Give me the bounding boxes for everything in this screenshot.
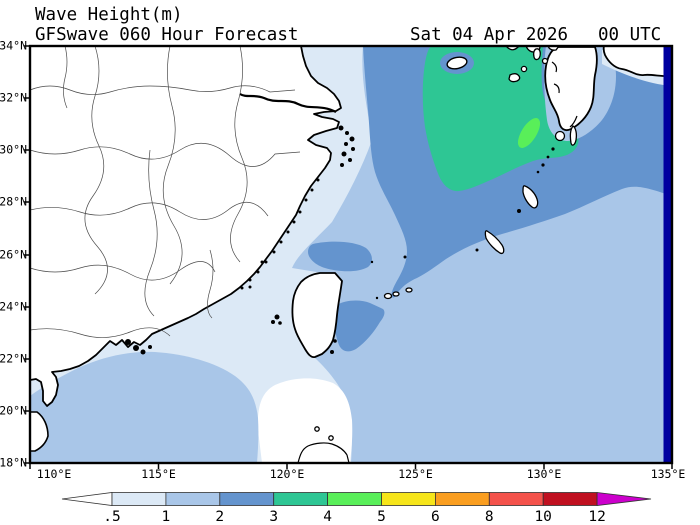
ryukyu-islands [314, 48, 578, 441]
lon-label: 135°E [651, 467, 686, 481]
valid-date-label: Sat 04 Apr 2026 [410, 25, 568, 45]
colorbar-underflow-arrow [61, 492, 113, 506]
valid-time-label: 00 UTC [598, 25, 661, 45]
right-edge-strip [663, 47, 671, 462]
colorbar: .5 1 2 3 4 5 6 8 10 12 [61, 492, 652, 525]
colorbar-overflow-arrow [596, 492, 652, 506]
page-title: Wave Height(m) [35, 5, 183, 25]
landmasses [29, 45, 673, 464]
goto-islands [508, 73, 521, 83]
kyushu-island [544, 46, 598, 132]
kyushu-bay-lines [551, 61, 578, 128]
china-coastline [29, 45, 342, 407]
colorbar-label: 6 [431, 509, 440, 525]
colorbar-segment [219, 492, 275, 506]
colorbar-label: 2 [215, 509, 224, 525]
sea-region-lt0p5m-luzon-strait [257, 378, 353, 463]
jeju-island [446, 56, 468, 70]
lon-label: 130°E [527, 467, 562, 481]
lon-label: 110°E [37, 467, 72, 481]
sea-region-4-5m-core [517, 118, 541, 148]
tsushima-island [532, 48, 541, 61]
coastal-island-dots [125, 125, 555, 355]
lat-tick-labels: 34°N 32°N 30°N 28°N 26°N 24°N 22°N 20°N … [0, 39, 27, 470]
province-borders [29, 45, 301, 338]
honshu-shikoku-land [602, 45, 673, 78]
sea-region-1-2m-south-china-sea [30, 351, 259, 463]
lon-label: 120°E [270, 467, 305, 481]
china-landmass [30, 46, 341, 406]
okinawa-island [484, 230, 505, 255]
colorbar-segment [327, 492, 382, 506]
miyako-island [405, 287, 413, 293]
lon-label: 125°E [398, 467, 433, 481]
colorbar-label: 5 [377, 509, 386, 525]
colorbar-segment [381, 492, 436, 506]
ishigaki-island [392, 291, 400, 297]
hirado-island [520, 65, 528, 73]
colorbar-label: .5 [103, 509, 120, 525]
colorbar-segment [542, 492, 598, 506]
batan-island-1 [314, 426, 320, 432]
colorbar-label: 1 [162, 509, 171, 525]
colorbar-label: 4 [323, 509, 332, 525]
yakushima-island [554, 130, 566, 142]
header: Wave Height(m) GFSwave 060 Hour Forecast… [35, 5, 661, 45]
lat-label: 28°N [0, 195, 27, 209]
iki-island [541, 57, 549, 65]
lat-label: 26°N [0, 248, 27, 262]
yangtze-river [239, 93, 337, 113]
batan-island-2 [328, 435, 334, 441]
sea-region-3-4m-east-china-sea [422, 46, 579, 192]
colorbar-label: 8 [485, 509, 494, 525]
luzon-island [297, 442, 350, 464]
lat-ticks [24, 45, 30, 464]
lon-ticks [29, 463, 673, 469]
lon-tick-labels: 110°E 115°E 120°E 125°E 130°E 135°E [37, 467, 686, 481]
colorbar-segment [273, 492, 329, 506]
tanegashima-island [569, 125, 578, 146]
map-area [29, 45, 673, 464]
lon-label: 115°E [141, 467, 176, 481]
lat-label: 20°N [0, 404, 27, 418]
colorbar-segment [434, 492, 490, 506]
model-forecast-label: GFSwave 060 Hour Forecast [35, 25, 298, 45]
colorbar-segment [165, 492, 221, 506]
colorbar-label: 12 [588, 509, 605, 525]
colorbar-label: 3 [269, 509, 278, 525]
lat-label: 30°N [0, 143, 27, 157]
taiwan-island [291, 272, 343, 359]
iriomote-island [383, 292, 393, 300]
lat-label: 32°N [0, 91, 27, 105]
colorbar-labels: .5 1 2 3 4 5 6 8 10 12 [103, 509, 606, 525]
lat-label: 22°N [0, 352, 27, 366]
colorbar-segment [111, 492, 167, 506]
lat-label: 24°N [0, 300, 27, 314]
lat-label: 34°N [0, 39, 27, 53]
sea-region-2-3m-ne-taiwan [308, 241, 372, 272]
lat-label: 18°N [0, 456, 27, 470]
colorbar-segment [488, 492, 544, 506]
sea-region-2-3m-east-taiwan [333, 300, 385, 352]
colorbar-label: 10 [534, 509, 551, 525]
hainan-island [29, 411, 49, 452]
amami-island [522, 185, 539, 209]
